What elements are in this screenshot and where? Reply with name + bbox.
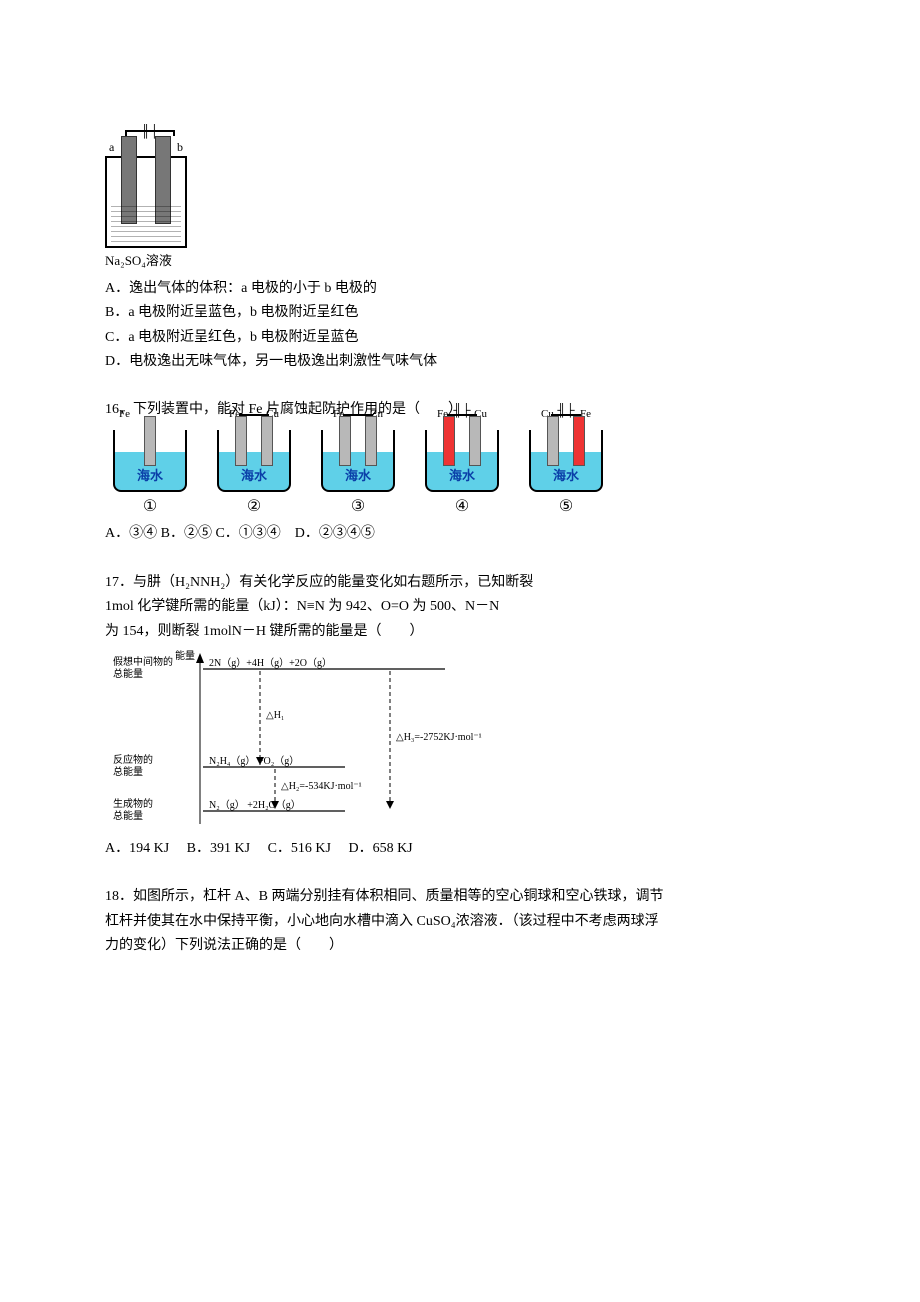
svg-text:总能量: 总能量 <box>113 667 143 680</box>
q15-electrode-a-label: a <box>109 138 114 157</box>
q15-liquid <box>111 206 181 242</box>
q18: 18．如图所示，杠杆 A、B 两端分别挂有体积相同、质量相等的空心铜球和空心铁球… <box>105 886 815 957</box>
svg-text:总能量: 总能量 <box>113 765 143 778</box>
svg-text:2N（g）+4H（g）+2O（g）: 2N（g）+4H（g）+2O（g） <box>209 657 332 669</box>
svg-text:△H₁: △H₁ <box>266 710 284 721</box>
q16-device-5: ╢├CuFe海水⑤ <box>521 430 611 520</box>
q15-choice-A: A．逸出气体的体积：a 电极的小于 b 电极的 <box>105 278 815 300</box>
q16-left-term-1: Fe <box>119 406 130 424</box>
q15-caption: Na₂SO₄溶液 <box>105 251 195 272</box>
q15-choice-D: D．电极逸出无味气体，另一电极逸出刺激性气味气体 <box>105 351 815 373</box>
svg-text:反应物的: 反应物的 <box>113 753 153 766</box>
q16-electrode-right-5 <box>573 416 585 466</box>
q16-water-label-4: 海水 <box>427 466 497 487</box>
q17-stem3: 为 154，则断裂 1molN－H 键所需的能量是（ ） <box>105 621 815 643</box>
q17-answer-line: A．194 KJ B．391 KJ C．516 KJ D．658 KJ <box>105 838 815 860</box>
q16-electrode-left-4 <box>443 416 455 466</box>
q16-battery-5: ╢├ <box>557 404 574 416</box>
svg-text:N₂（g） +2H₂O（g）: N₂（g） +2H₂O（g） <box>209 799 301 811</box>
svg-text:N₂H₄（g） +O₂（g）: N₂H₄（g） +O₂（g） <box>209 755 299 767</box>
q16-water-label-3: 海水 <box>323 466 393 487</box>
q16-beaker-1: Fe海水 <box>113 430 187 492</box>
q16-electrode-single-1 <box>144 416 156 466</box>
q16-answer-line: A．③④ B．②⑤ C．①③④ D．②③④⑤ <box>105 523 815 545</box>
q16-beaker-3: FeZn海水 <box>321 430 395 492</box>
q16-electrode-right-4 <box>469 416 481 466</box>
q16-electrode-left-2 <box>235 416 247 466</box>
q16-device-num-5: ⑤ <box>521 494 611 520</box>
svg-text:总能量: 总能量 <box>113 809 143 822</box>
svg-text:能量: 能量 <box>175 649 195 662</box>
q15-electrode-b-label: b <box>177 138 183 157</box>
q16-diagram: Fe海水①FeCu海水②FeZn海水③╢├FeCu海水④╢├CuFe海水⑤ <box>105 430 815 520</box>
q16-device-num-2: ② <box>209 494 299 520</box>
q15-wire <box>125 130 175 132</box>
q16-beaker-4: ╢├FeCu海水 <box>425 430 499 492</box>
q16-device-num-1: ① <box>105 494 195 520</box>
q16-water-label-5: 海水 <box>531 466 601 487</box>
q16-device-3: FeZn海水③ <box>313 430 403 520</box>
svg-text:△H₂=-534KJ·mol⁻¹: △H₂=-534KJ·mol⁻¹ <box>281 781 362 792</box>
q15-diagram: ╢├ a b Na₂SO₄溶液 <box>105 156 815 272</box>
q16-electrode-right-3 <box>365 416 377 466</box>
q16-device-num-3: ③ <box>313 494 403 520</box>
q18-stem3: 力的变化）下列说法正确的是（ ） <box>105 935 815 957</box>
q15-choice-B: B．a 电极附近呈蓝色，b 电极附近呈红色 <box>105 302 815 324</box>
q16: 16．下列装置中，能对 Fe 片腐蚀起防护作用的是（ ） Fe海水①FeCu海水… <box>105 399 815 545</box>
q17-stem2: 1mol 化学键所需的能量（kJ）：N≡N 为 942、O=O 为 500、N－… <box>105 596 815 618</box>
q17-diagram: 能量 2N（g）+4H（g）+2O（g） 假想中间物的总能量 N₂H₄（g） +O₂（… <box>105 649 525 834</box>
q15: ╢├ a b Na₂SO₄溶液 A．逸出气体的体积：a 电极的小于 b 电极的 … <box>105 156 815 373</box>
q16-water-label-2: 海水 <box>219 466 289 487</box>
q16-electrode-left-5 <box>547 416 559 466</box>
q18-stem2: 杠杆并使其在水中保持平衡，小心地向水槽中滴入 CuSO₄浓溶液．（该过程中不考虑… <box>105 911 815 933</box>
q17: 17．与肼（H₂NNH₂）有关化学反应的能量变化如右题所示，已知断裂 1mol … <box>105 572 815 861</box>
q16-electrode-right-2 <box>261 416 273 466</box>
svg-text:假想中间物的: 假想中间物的 <box>113 655 173 668</box>
q16-water-label-1: 海水 <box>115 466 185 487</box>
q16-beaker-5: ╢├CuFe海水 <box>529 430 603 492</box>
q17-energy-svg: 能量 2N（g）+4H（g）+2O（g） 假想中间物的总能量 N₂H₄（g） +O₂（… <box>105 649 525 834</box>
q16-device-num-4: ④ <box>417 494 507 520</box>
svg-text:△H₃=-2752KJ·mol⁻¹: △H₃=-2752KJ·mol⁻¹ <box>396 732 482 743</box>
q15-choice-C: C．a 电极附近呈红色，b 电极附近呈蓝色 <box>105 327 815 349</box>
q16-battery-4: ╢├ <box>453 404 470 416</box>
q18-stem1: 18．如图所示，杠杆 A、B 两端分别挂有体积相同、质量相等的空心铜球和空心铁球… <box>105 886 815 908</box>
q16-beaker-2: FeCu海水 <box>217 430 291 492</box>
q16-device-1: Fe海水① <box>105 430 195 520</box>
q15-jar: a b <box>105 156 187 248</box>
q17-stem1: 17．与肼（H₂NNH₂）有关化学反应的能量变化如右题所示，已知断裂 <box>105 572 815 594</box>
q16-electrode-left-3 <box>339 416 351 466</box>
q16-device-2: FeCu海水② <box>209 430 299 520</box>
svg-text:生成物的: 生成物的 <box>113 797 153 810</box>
q16-device-4: ╢├FeCu海水④ <box>417 430 507 520</box>
